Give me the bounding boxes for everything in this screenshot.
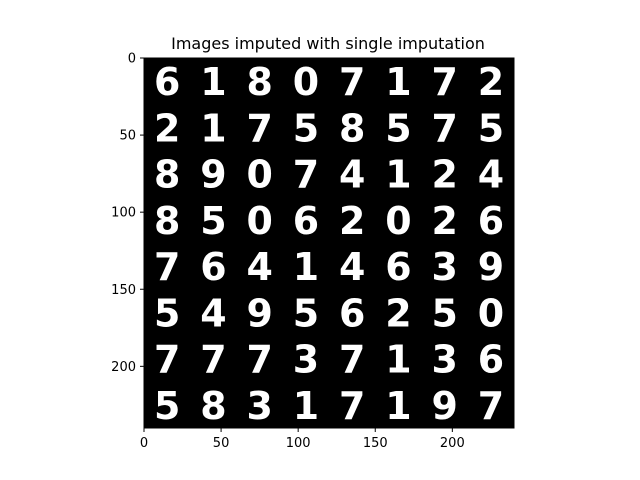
digit-image: 5 <box>478 106 504 150</box>
digit-image: 4 <box>246 245 272 289</box>
plot-frame <box>143 57 515 429</box>
digit-image: 8 <box>200 384 226 428</box>
digit-image: 1 <box>200 106 226 150</box>
digit-image: 8 <box>154 199 180 243</box>
digit-image: 0 <box>246 153 272 197</box>
digit-image: 6 <box>200 245 226 289</box>
digit-image: 1 <box>293 384 319 428</box>
digit-image: 1 <box>385 384 411 428</box>
y-tick-label: 50 <box>119 129 136 144</box>
digit-image: 0 <box>293 60 319 104</box>
x-tick-label: 0 <box>140 436 148 451</box>
digit-image: 5 <box>385 106 411 150</box>
digit-image: 6 <box>339 291 365 335</box>
digit-image: 7 <box>154 338 180 382</box>
digit-image: 7 <box>200 338 226 382</box>
x-tick-label: 50 <box>213 436 230 451</box>
chart-title: Images imputed with single imputation <box>171 34 485 53</box>
y-tick-label: 0 <box>128 52 136 67</box>
digit-image: 3 <box>431 338 457 382</box>
digit-image: 1 <box>385 153 411 197</box>
digit-image: 2 <box>339 199 365 243</box>
digit-image: 7 <box>339 60 365 104</box>
digit-image: 5 <box>293 291 319 335</box>
digit-image: 7 <box>154 245 180 289</box>
digit-image: 9 <box>478 245 504 289</box>
image-background <box>144 58 514 428</box>
x-tick-label: 200 <box>440 436 465 451</box>
digit-image: 9 <box>246 291 272 335</box>
y-tick-label: 100 <box>111 206 136 221</box>
image-plot-area: 6 1 8 0 7 1 7 22 1 7 5 8 5 7 58 9 0 7 4 1 2 48 5 0 6 2 0 2 67 6 4 1 4 6 3 9… <box>143 57 515 429</box>
digit-image: 7 <box>431 106 457 150</box>
digit-image: 0 <box>385 199 411 243</box>
digit-image: 9 <box>200 153 226 197</box>
digit-image: 6 <box>154 60 180 104</box>
digit-image: 7 <box>246 338 272 382</box>
digit-image: 4 <box>478 153 504 197</box>
digit-image: 8 <box>339 106 365 150</box>
digit-image: 6 <box>478 199 504 243</box>
digit-image: 4 <box>200 291 226 335</box>
digit-image: 1 <box>293 245 319 289</box>
digit-image: 5 <box>431 291 457 335</box>
digit-image: 7 <box>246 106 272 150</box>
digit-image: 4 <box>339 245 365 289</box>
digit-image: 4 <box>339 153 365 197</box>
y-axis: 0 50 100 150 200 <box>111 52 144 375</box>
digit-image: 5 <box>154 291 180 335</box>
digit-image: 9 <box>431 384 457 428</box>
y-tick-label: 200 <box>111 360 136 375</box>
digit-image: 7 <box>478 384 504 428</box>
x-tick-label: 100 <box>286 436 311 451</box>
digit-image: 6 <box>478 338 504 382</box>
digit-image: 5 <box>293 106 319 150</box>
digit-image: 5 <box>200 199 226 243</box>
digit-image: 3 <box>246 384 272 428</box>
digit-image: 2 <box>431 153 457 197</box>
digit-image: 7 <box>431 60 457 104</box>
digit-image: 1 <box>200 60 226 104</box>
digit-image: 2 <box>431 199 457 243</box>
digit-image: 3 <box>431 245 457 289</box>
digit-image: 7 <box>339 384 365 428</box>
y-tick-label: 150 <box>111 283 136 298</box>
digit-image: 8 <box>246 60 272 104</box>
digit-image: 6 <box>293 199 319 243</box>
digit-image: 0 <box>246 199 272 243</box>
digit-image: 0 <box>478 291 504 335</box>
x-tick-label: 150 <box>363 436 388 451</box>
digit-image: 5 <box>154 384 180 428</box>
digit-image: 7 <box>339 338 365 382</box>
digit-image: 1 <box>385 60 411 104</box>
x-axis: 0 50 100 150 200 <box>140 428 465 451</box>
digit-image: 2 <box>154 106 180 150</box>
digit-image: 8 <box>154 153 180 197</box>
digit-image: 7 <box>293 153 319 197</box>
digit-image: 6 <box>385 245 411 289</box>
digit-image: 2 <box>478 60 504 104</box>
digit-image: 1 <box>385 338 411 382</box>
digit-image: 2 <box>385 291 411 335</box>
digit-image: 3 <box>293 338 319 382</box>
